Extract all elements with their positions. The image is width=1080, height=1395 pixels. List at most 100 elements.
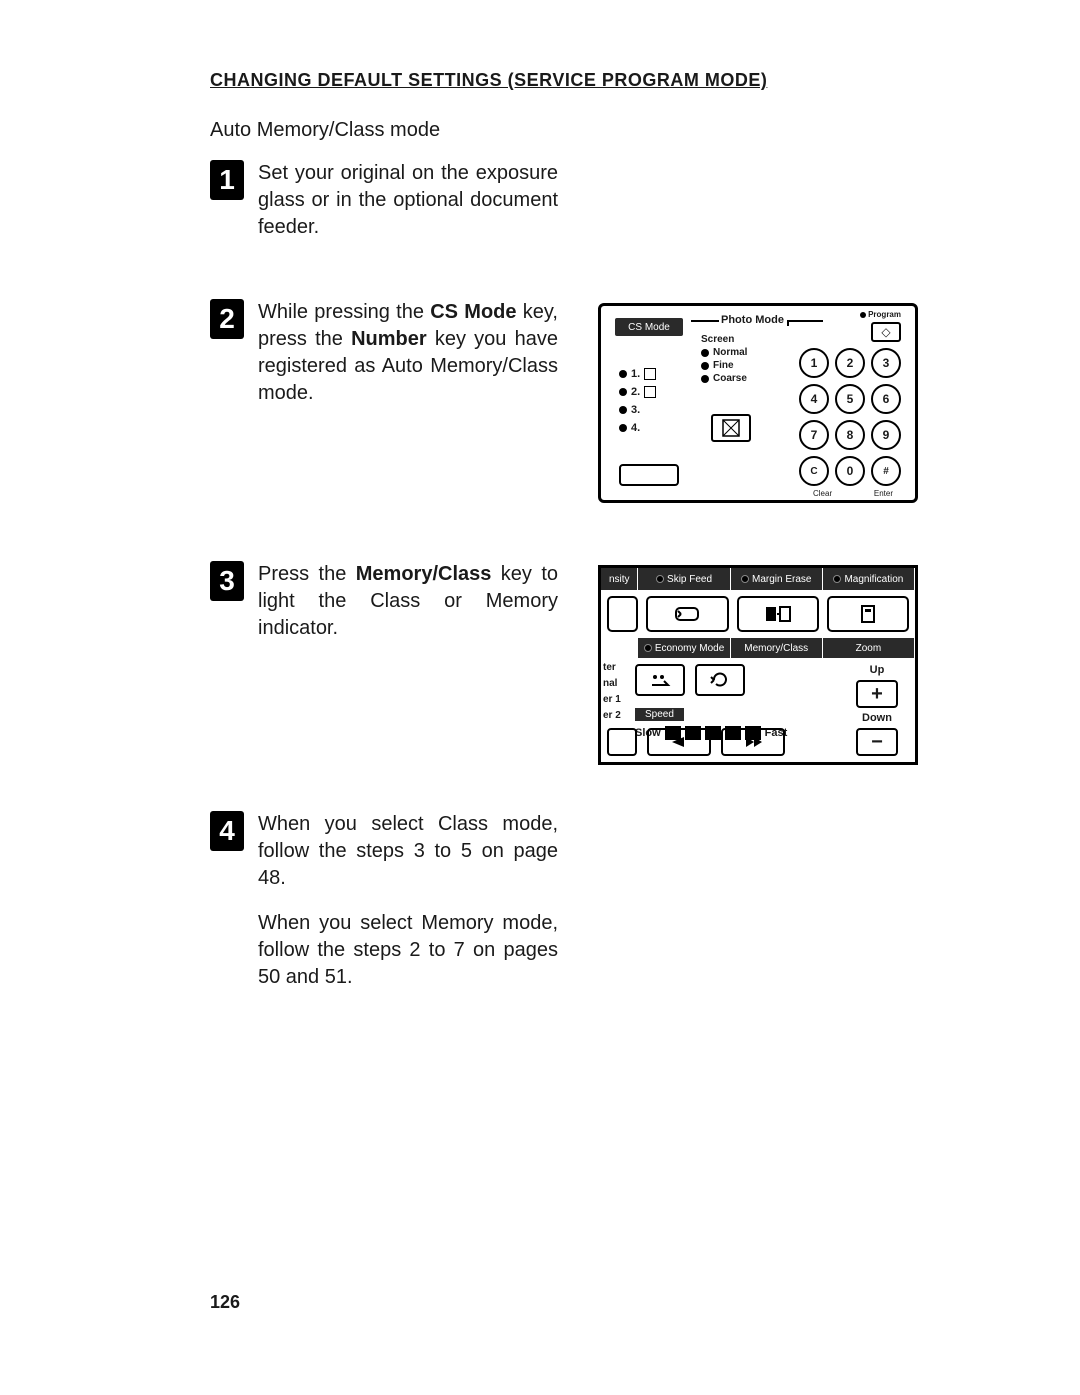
indicator-icon — [644, 644, 652, 652]
up-label: Up — [870, 664, 885, 676]
dot-icon — [701, 349, 709, 357]
preset-label: 1. — [631, 368, 640, 380]
step-number-badge: 1 — [210, 160, 244, 200]
preset-label: 4. — [631, 422, 640, 434]
cycle-icon — [708, 671, 732, 689]
step-text: Press the Memory/Class key to light the … — [258, 561, 558, 642]
nal-label: nal — [603, 676, 621, 692]
dot-icon — [701, 375, 709, 383]
indicator-icon — [656, 575, 664, 583]
memory-class-button — [695, 664, 745, 696]
clear-label: Clear — [813, 489, 832, 498]
text: Press the — [258, 563, 356, 585]
preset-label: 2. — [631, 386, 640, 398]
coarse-label: Coarse — [713, 373, 747, 384]
dot-icon — [619, 388, 627, 396]
margin-erase-button — [737, 596, 819, 632]
dot-icon — [619, 370, 627, 378]
skip-feed-button — [646, 596, 728, 632]
density-label: nsity — [601, 568, 638, 590]
preset-button — [619, 464, 679, 486]
number-keypad: 1 2 3 4 5 6 7 8 9 C 0 # — [799, 348, 901, 486]
ter-label: ter — [603, 660, 621, 676]
control-panel-figure: nsity Skip Feed Margin Erase Magnificati… — [598, 565, 918, 765]
zoom-label: Zoom — [823, 638, 915, 658]
key-clear: C — [799, 456, 829, 486]
cs-mode-label: CS Mode — [615, 318, 683, 336]
dot-icon — [701, 362, 709, 370]
step-number-badge: 4 — [210, 811, 244, 851]
bird-icon — [648, 671, 672, 689]
memory-class-label: Memory/Class — [731, 638, 823, 658]
right-arrow-button — [721, 728, 785, 756]
key-9: 9 — [871, 420, 901, 450]
key-0: 0 — [835, 456, 865, 486]
left-arrow-icon — [666, 735, 692, 749]
enter-label: Enter — [874, 489, 893, 498]
return-icon — [673, 604, 701, 624]
step-4-extra: When you select Memory mode, follow the … — [258, 910, 558, 991]
indicator-icon — [741, 575, 749, 583]
zoom-down-button: − — [856, 728, 898, 756]
key-7: 7 — [799, 420, 829, 450]
economy-button — [635, 664, 685, 696]
step-text: When you select Class mode, follow the s… — [258, 811, 558, 892]
page-icon — [764, 604, 792, 624]
speed-label: Speed — [635, 708, 684, 721]
key-3: 3 — [871, 348, 901, 378]
callout-line — [787, 320, 823, 326]
edge-chip — [607, 728, 637, 756]
text: Set your original on the exposure glass … — [258, 162, 558, 238]
key-2: 2 — [835, 348, 865, 378]
text: While pressing the — [258, 301, 430, 323]
doc-icon — [854, 604, 882, 624]
step-number-badge: 3 — [210, 561, 244, 601]
step-3-row: 3 Press the Memory/Class key to light th… — [210, 561, 970, 765]
right-arrow-icon — [740, 735, 766, 749]
normal-label: Normal — [713, 347, 747, 358]
mode-icon-box — [711, 414, 751, 442]
text: When you select Class mode, follow the s… — [258, 813, 558, 889]
preset-label: 3. — [631, 404, 640, 416]
section-header: CHANGING DEFAULT SETTINGS (SERVICE PROGR… — [210, 70, 970, 91]
key-enter: # — [871, 456, 901, 486]
dot-icon — [619, 424, 627, 432]
bold-text: CS Mode — [430, 301, 516, 323]
dot-icon — [860, 312, 866, 318]
program-button: ◇ — [871, 322, 901, 342]
preset-list: 1. 2. 3. 4. — [619, 368, 656, 440]
page-number: 126 — [210, 1292, 240, 1313]
mid-label-strip: Economy Mode Memory/Class Zoom — [601, 638, 915, 658]
step-1: 1 Set your original on the exposure glas… — [210, 160, 970, 241]
top-label-row: Program — [797, 310, 901, 319]
step-text: While pressing the CS Mode key, press th… — [258, 299, 558, 407]
dot-icon — [619, 406, 627, 414]
zoom-up-button: + — [856, 680, 898, 708]
magnification-label: Magnification — [823, 568, 915, 590]
bold-text: Number — [351, 328, 427, 350]
halftone-icon — [721, 418, 741, 438]
key-4: 4 — [799, 384, 829, 414]
program-label: Program — [868, 310, 901, 319]
screen-labels: Screen Normal Fine Coarse — [701, 334, 761, 386]
er1-label: er 1 — [603, 692, 621, 708]
er2-label: er 2 — [603, 708, 621, 724]
bottom-labels: Clear Enter — [813, 489, 893, 498]
step-text: Set your original on the exposure glass … — [258, 160, 558, 241]
square-icon — [644, 386, 656, 398]
skip-feed-label: Skip Feed — [638, 568, 730, 590]
key-5: 5 — [835, 384, 865, 414]
step-4: 4 When you select Class mode, follow the… — [210, 811, 970, 892]
left-arrow-button — [647, 728, 711, 756]
bold-text: Memory/Class — [356, 563, 492, 585]
step-number-badge: 2 — [210, 299, 244, 339]
callout-line — [691, 320, 719, 322]
key-6: 6 — [871, 384, 901, 414]
fine-label: Fine — [713, 360, 734, 371]
indicator-icon — [833, 575, 841, 583]
side-labels: ter nal er 1 er 2 — [603, 660, 621, 724]
density-chip — [607, 596, 638, 632]
down-label: Down — [862, 712, 892, 724]
subtitle: Auto Memory/Class mode — [210, 119, 970, 142]
top-label-strip: nsity Skip Feed Margin Erase Magnificati… — [601, 568, 915, 590]
